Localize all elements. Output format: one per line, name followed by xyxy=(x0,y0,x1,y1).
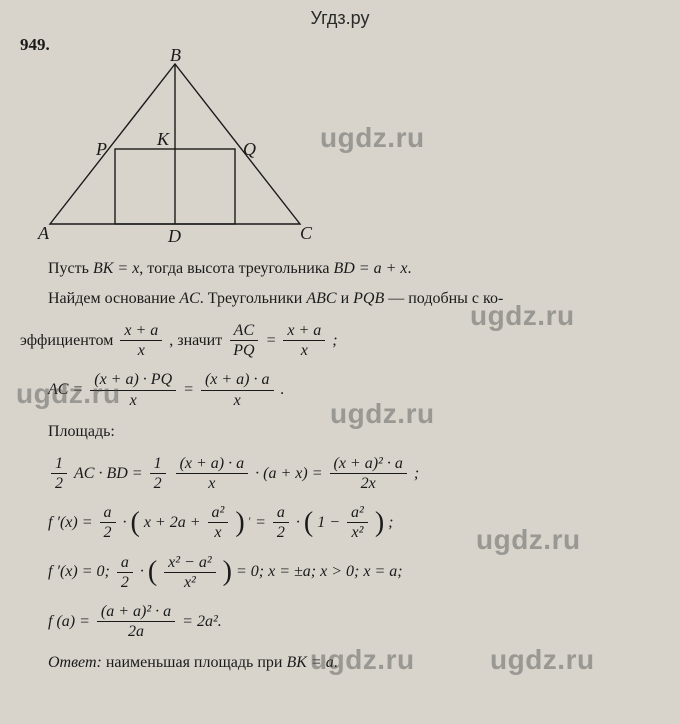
label-c: C xyxy=(300,223,313,243)
formula-roots: f ′(x) = 0; a2 · ( x² − a²x² ) = 0; x = … xyxy=(48,553,660,592)
label-d: D xyxy=(167,226,181,246)
para-3: эффициентом x + ax , значит ACPQ = x + a… xyxy=(20,321,660,360)
formula-fprime: f ′(x) = a2 · ( x + 2a + a²x )′ = a2 · (… xyxy=(48,503,660,542)
geometry-diagram: B A C D P Q K xyxy=(20,59,660,249)
triangle-svg: B A C D P Q K xyxy=(20,49,330,249)
label-b: B xyxy=(170,49,181,65)
formula-fa: f (a) = (a + a)² · a2a = 2a². xyxy=(48,602,660,641)
para-1: Пусть BK = x, тогда высота треугольника … xyxy=(20,257,660,281)
site-header: Угдз.ру xyxy=(20,8,660,29)
label-p: P xyxy=(95,139,107,159)
answer-line: Ответ: наименьшая площадь при BK = a. xyxy=(20,651,660,675)
formula-ac: AC = (x + a) · PQx = (x + a) · ax . xyxy=(48,370,660,409)
label-q: Q xyxy=(243,139,256,159)
label-k: K xyxy=(156,129,170,149)
label-a: A xyxy=(37,223,50,243)
formula-area: 12 AC · BD = 12 (x + a) · ax · (a + x) =… xyxy=(48,454,660,493)
area-label: Площадь: xyxy=(20,420,660,444)
para-2: Найдем основание AC. Треугольники ABC и … xyxy=(20,287,660,311)
